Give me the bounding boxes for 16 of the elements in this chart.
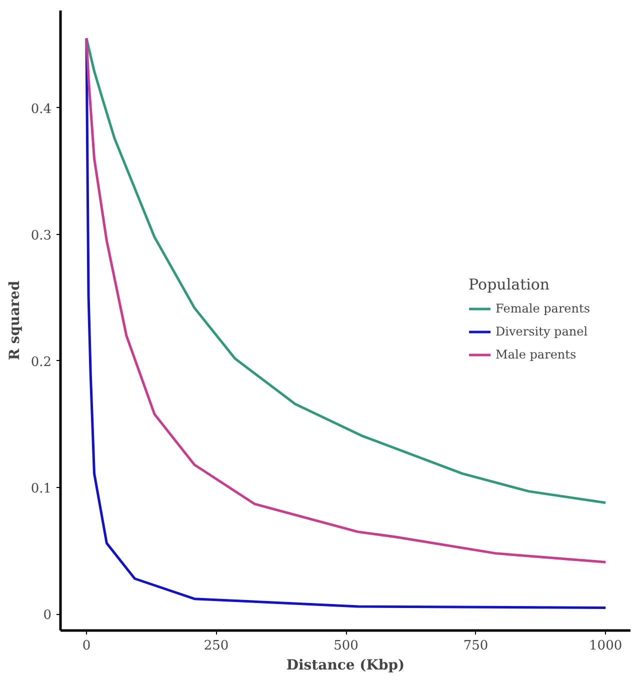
y-tick-label: 0.1 xyxy=(30,482,52,497)
y-tick-label: 0.4 xyxy=(30,102,52,117)
x-tick-label: 250 xyxy=(204,638,229,654)
x-tick-label: 0 xyxy=(82,638,91,654)
legend-title: Population xyxy=(468,276,551,294)
x-axis-title: Distance (Kbp) xyxy=(286,658,405,674)
legend-label: Female parents xyxy=(496,302,590,316)
legend-label: Diversity panel xyxy=(496,324,588,338)
y-tick-label: 0.3 xyxy=(30,228,52,244)
y-tick-label: 0 xyxy=(43,608,52,624)
x-tick-label: 750 xyxy=(463,638,488,654)
x-tick-label: 1000 xyxy=(589,638,622,654)
y-tick-label: 0.2 xyxy=(30,354,52,370)
legend-label: Male parents xyxy=(496,348,576,362)
y-axis-title: R squared xyxy=(6,280,23,360)
x-tick-label: 500 xyxy=(334,638,358,654)
